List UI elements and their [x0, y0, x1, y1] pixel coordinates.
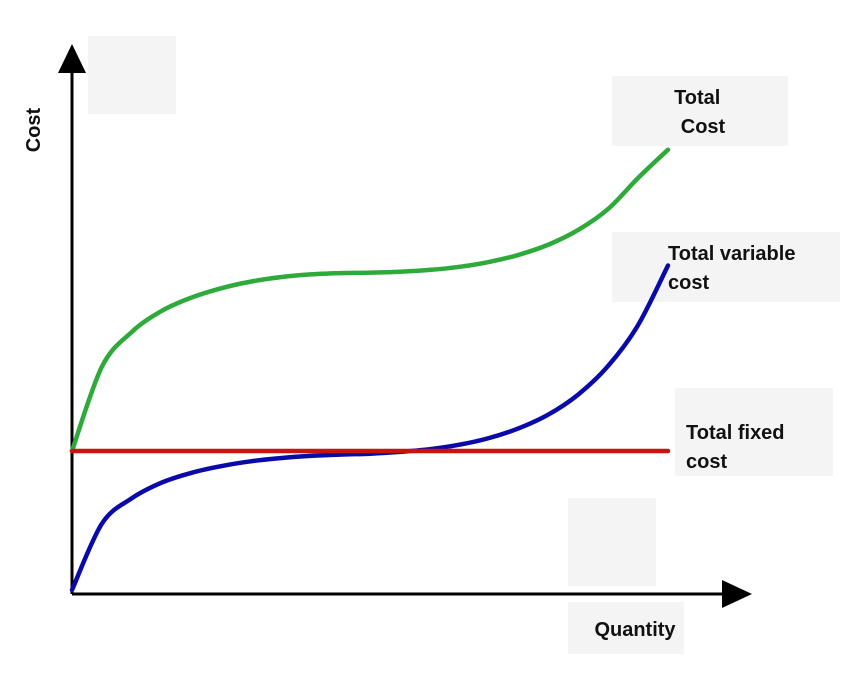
background-patch [88, 36, 176, 114]
background-patch [675, 388, 833, 476]
y-axis-arrow [58, 44, 86, 73]
total-cost-label: Total Cost [674, 87, 726, 138]
background-patch [612, 76, 788, 146]
total-cost-line [69, 147, 671, 454]
y-axis-label: Cost [23, 107, 45, 152]
background-patch [568, 602, 684, 654]
total-variable-cost-label: Total variable cost [668, 243, 801, 294]
x-axis-label: Quantity [594, 619, 676, 641]
total-variable-cost-line [69, 263, 671, 593]
x-axis-arrow [722, 580, 752, 608]
total-fixed-cost-label: Total fixed cost [686, 422, 790, 473]
background-patch [568, 498, 656, 586]
background-patch [612, 232, 840, 302]
